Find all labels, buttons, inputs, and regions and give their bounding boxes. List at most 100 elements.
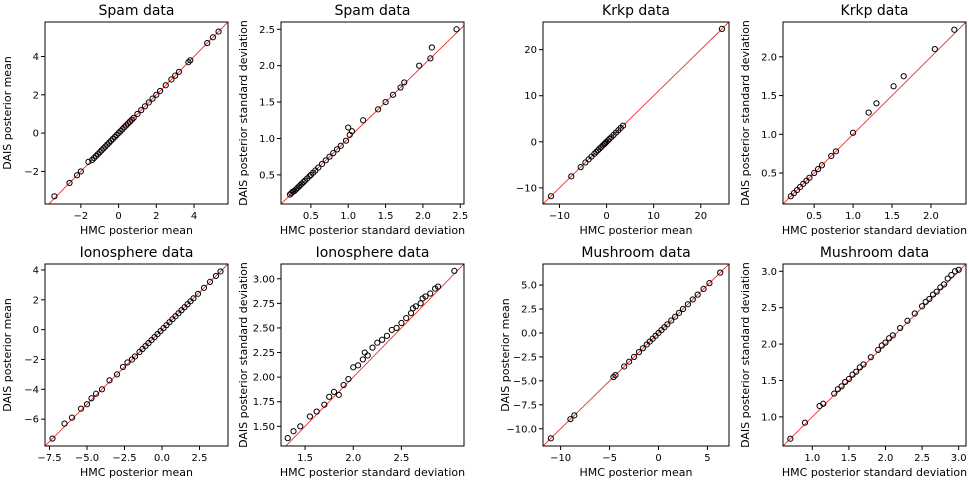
y-tick-label: 2 <box>33 295 39 306</box>
data-point <box>354 362 362 369</box>
data-point <box>694 291 701 298</box>
scatter-points <box>547 25 726 200</box>
data-point <box>51 193 58 200</box>
data-point <box>838 383 845 390</box>
data-point <box>313 408 320 415</box>
y-tick-label: −2 <box>24 355 39 366</box>
data-point <box>360 117 367 124</box>
data-point <box>639 345 646 352</box>
data-point <box>931 46 938 53</box>
y-tick-label: 5.0 <box>521 281 537 292</box>
x-tick-label: 2.5 <box>914 453 930 464</box>
data-point <box>793 186 801 194</box>
x-tick-label: 1.0 <box>804 453 820 464</box>
data-point <box>138 107 145 114</box>
data-point <box>800 180 807 187</box>
data-point <box>412 303 419 310</box>
data-point <box>451 267 458 274</box>
data-point <box>944 275 951 282</box>
data-point <box>606 135 613 143</box>
data-point <box>582 159 589 166</box>
data-point <box>113 131 120 139</box>
x-axis-label: HMC posterior standard deviation <box>782 466 967 479</box>
data-point <box>900 73 907 80</box>
y-tick-label: −2.5 <box>513 352 537 363</box>
data-point <box>131 353 139 360</box>
data-point <box>630 353 638 361</box>
data-point <box>867 354 874 361</box>
identity-line <box>783 264 966 446</box>
data-point <box>124 359 131 366</box>
data-point <box>206 278 214 286</box>
chart-panel-5: −7.5 −5.0 −2.5 0.0 2.5 −6 −4 −2 0 2 4 Ionosphere da… <box>1 245 229 479</box>
x-tick-label: 1.5 <box>884 211 900 222</box>
data-point <box>790 190 798 197</box>
x-axis-label: HMC posterior standard deviation <box>280 224 465 237</box>
data-point <box>106 377 113 384</box>
x-tick-label: 0 <box>603 211 609 222</box>
scatter-points <box>787 26 958 200</box>
data-point <box>194 290 202 297</box>
data-point <box>337 142 344 149</box>
data-point <box>951 268 959 275</box>
axes-frame <box>542 21 730 205</box>
data-point <box>290 428 297 435</box>
axes-frame <box>280 263 465 447</box>
data-point <box>401 79 408 86</box>
x-tick-label: 2.5 <box>393 453 409 464</box>
data-point <box>948 271 955 279</box>
identity-line <box>543 22 729 204</box>
scatter-points <box>49 268 224 442</box>
data-point <box>801 419 809 426</box>
data-point <box>61 420 68 427</box>
y-tick-label: −5.0 <box>513 376 537 387</box>
data-point <box>610 373 617 381</box>
data-point <box>90 154 98 162</box>
x-tick-label: 2.5 <box>192 453 208 464</box>
data-point <box>568 173 575 180</box>
data-point <box>89 156 96 164</box>
x-axis-label: HMC posterior mean <box>80 466 193 479</box>
x-tick-label: 1.0 <box>845 211 861 222</box>
identity-line <box>48 22 228 204</box>
data-point <box>92 390 100 397</box>
y-tick-label: 1.5 <box>259 98 275 109</box>
data-point <box>619 122 627 129</box>
data-point <box>597 144 605 151</box>
x-axis-label: HMC posterior standard deviation <box>280 466 465 479</box>
data-point <box>345 124 352 131</box>
y-tick-label: −10 <box>516 183 537 194</box>
y-tick-label: 2.0 <box>761 52 777 63</box>
data-point <box>73 172 81 179</box>
data-point <box>321 401 328 408</box>
data-point <box>98 147 105 154</box>
data-point <box>706 280 713 287</box>
data-point <box>300 179 307 186</box>
y-tick-label: 2.75 <box>253 299 275 310</box>
y-tick-label: 1.50 <box>253 422 275 433</box>
identity-line <box>281 25 464 204</box>
data-point <box>322 157 329 164</box>
y-tick-label: −2 <box>24 167 39 178</box>
data-point <box>175 68 183 75</box>
chart-title: Mushroom data <box>820 245 929 261</box>
x-tick-label: 0 <box>115 211 121 222</box>
y-tick-label: 2.00 <box>253 373 275 384</box>
x-axis-label: HMC posterior standard deviation <box>782 224 967 237</box>
data-point <box>94 151 101 158</box>
chart-panel-7: −10 −5 0 5 −10.0 −7.5 −5.0 −2.5 0.0 2.5 5.0 Mushroo… <box>499 245 730 479</box>
data-point <box>434 283 442 290</box>
data-point <box>818 162 826 169</box>
data-point <box>393 324 400 332</box>
y-axis-label: DAIS posterior mean <box>1 298 14 412</box>
data-point <box>330 149 337 157</box>
y-tick-label: 0.5 <box>761 169 777 180</box>
data-point <box>593 148 600 156</box>
chart-panel-4: 0.5 1.0 1.5 2.0 0.5 1.0 1.5 2.0 Krkp data HMC pos… <box>739 3 967 237</box>
data-point <box>547 435 554 442</box>
data-point <box>383 332 391 339</box>
data-point <box>882 339 889 346</box>
data-point <box>668 317 675 324</box>
data-point <box>326 153 333 160</box>
